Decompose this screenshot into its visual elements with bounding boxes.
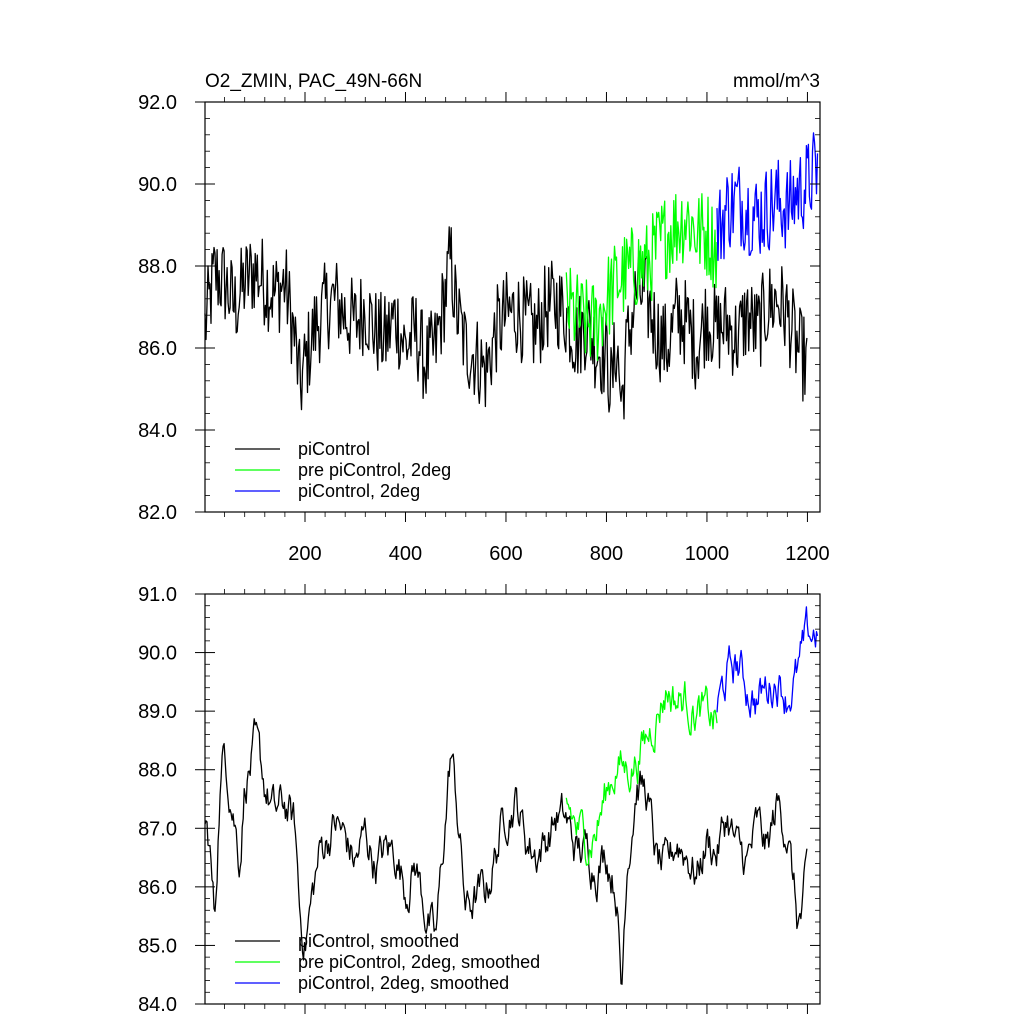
- x-tick-label: 400: [389, 543, 422, 565]
- top-series-line-0: [204, 226, 808, 420]
- top-plot-frame: [204, 101, 821, 513]
- top-series-line-1: [565, 193, 718, 361]
- y-tick-label: 89.0: [138, 701, 177, 723]
- bottom-plot-frame: [204, 593, 821, 1005]
- x-tick-label: 800: [590, 543, 623, 565]
- top-panel: 82.0 84.0 86.0 88.0 90.0 92.0 200 400 600 800 1000…: [138, 71, 830, 565]
- bottom-series-line-1: [565, 681, 718, 866]
- legend-label: pre piControl, 2deg: [298, 460, 451, 480]
- bottom-tick-layer: 84.0 85.0 86.0 87.0 88.0 89.0 90.0 91.0: [138, 584, 820, 1016]
- y-tick-label: 92.0: [138, 92, 177, 114]
- y-tick-label: 82.0: [138, 502, 177, 524]
- bottom-series-line-2: [716, 606, 819, 718]
- x-tick-label: 1200: [785, 543, 830, 565]
- x-tick-label: 200: [288, 543, 321, 565]
- y-tick-label: 84.0: [138, 994, 177, 1016]
- y-tick-label: 87.0: [138, 818, 177, 840]
- y-tick-label: 88.0: [138, 256, 177, 278]
- top-series-line-2: [716, 132, 819, 262]
- top-title: O2_ZMIN, PAC_49N-66N: [205, 71, 422, 92]
- y-tick-label: 86.0: [138, 338, 177, 360]
- y-tick-label: 88.0: [138, 760, 177, 782]
- legend-label: piControl, 2deg: [298, 481, 420, 501]
- y-tick-label: 90.0: [138, 643, 177, 665]
- x-tick-label: 600: [489, 543, 522, 565]
- y-tick-label: 84.0: [138, 420, 177, 442]
- legend-label: pre piControl, 2deg, smoothed: [298, 952, 540, 972]
- top-tick-layer: 82.0 84.0 86.0 88.0 90.0 92.0 200 400 600 800 1000…: [138, 92, 830, 565]
- bottom-panel: 84.0 85.0 86.0 87.0 88.0 89.0 90.0 91.0 piContr…: [138, 584, 821, 1016]
- y-tick-label: 90.0: [138, 174, 177, 196]
- legend-label: piControl, 2deg, smoothed: [298, 973, 509, 993]
- x-tick-label: 1000: [685, 543, 730, 565]
- top-series-layer: [204, 132, 819, 420]
- bottom-series-layer: [204, 606, 819, 985]
- y-tick-label: 85.0: [138, 935, 177, 957]
- legend-label: piControl: [298, 439, 370, 459]
- bottom-series-line-0: [204, 718, 808, 985]
- y-tick-label: 91.0: [138, 584, 177, 606]
- legend-label: piControl, smoothed: [298, 931, 459, 951]
- y-tick-label: 86.0: [138, 877, 177, 899]
- top-units-label: mmol/m^3: [733, 71, 820, 92]
